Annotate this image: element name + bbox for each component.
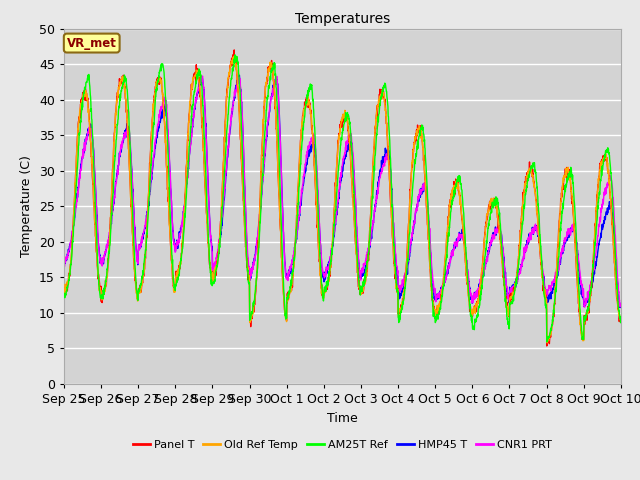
Text: VR_met: VR_met — [67, 36, 116, 49]
Title: Temperatures: Temperatures — [295, 12, 390, 26]
Legend: Panel T, Old Ref Temp, AM25T Ref, HMP45 T, CNR1 PRT: Panel T, Old Ref Temp, AM25T Ref, HMP45 … — [129, 436, 556, 455]
Y-axis label: Temperature (C): Temperature (C) — [20, 156, 33, 257]
X-axis label: Time: Time — [327, 411, 358, 425]
